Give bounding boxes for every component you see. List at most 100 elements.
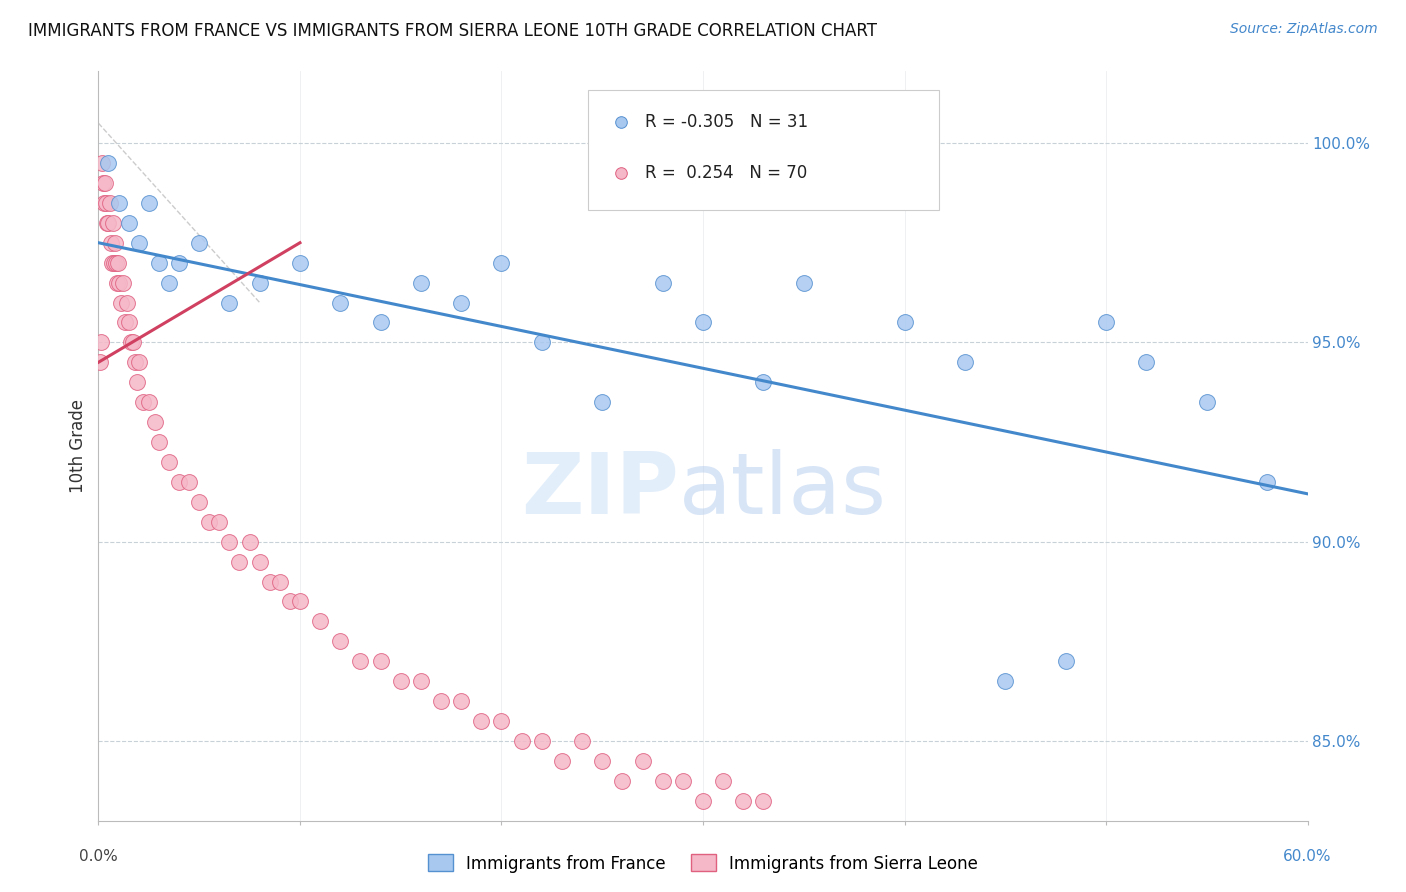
Point (239, 534, 262, 549)
Text: R = -0.305   N = 31: R = -0.305 N = 31 (645, 113, 808, 131)
Point (157, 455, 180, 469)
Point (94, 176, 117, 190)
Point (733, 794, 755, 808)
Point (101, 216, 124, 230)
Point (994, 674, 1017, 689)
Point (100, 235, 122, 250)
Point (692, 794, 714, 808)
Point (98, 195, 121, 210)
Point (138, 195, 160, 210)
Point (138, 395, 160, 409)
Point (103, 255, 125, 269)
Point (893, 315, 915, 329)
Point (107, 255, 129, 269)
Point (208, 515, 231, 529)
Point (97, 156, 120, 170)
Text: Source: ZipAtlas.com: Source: ZipAtlas.com (1230, 22, 1378, 37)
Point (329, 295, 352, 310)
Point (530, 734, 553, 748)
Point (530, 335, 553, 350)
Point (188, 495, 211, 509)
Text: 60.0%: 60.0% (1284, 848, 1331, 863)
Point (107, 276, 129, 290)
Point (491, 255, 513, 269)
Point (1195, 395, 1218, 409)
Text: atlas: atlas (679, 450, 887, 533)
Point (198, 515, 221, 529)
Point (124, 355, 146, 369)
Point (389, 674, 412, 689)
Point (91, 156, 114, 170)
Legend: Immigrants from France, Immigrants from Sierra Leone: Immigrants from France, Immigrants from … (422, 847, 984, 880)
Point (409, 276, 432, 290)
Point (218, 534, 240, 549)
Point (793, 276, 815, 290)
Point (551, 754, 574, 768)
Point (1095, 315, 1118, 329)
Point (571, 734, 593, 748)
Point (450, 694, 472, 708)
Point (120, 335, 142, 350)
Point (349, 654, 371, 668)
Point (430, 694, 453, 708)
Point (450, 295, 472, 310)
Point (188, 235, 211, 250)
Point (370, 654, 392, 668)
Point (309, 615, 332, 629)
Point (591, 754, 613, 768)
Point (1135, 355, 1157, 369)
Point (1054, 654, 1077, 668)
Point (97, 216, 120, 230)
Point (228, 555, 250, 569)
Point (259, 574, 281, 589)
Point (111, 276, 134, 290)
Point (249, 555, 271, 569)
Text: R =  0.254   N = 70: R = 0.254 N = 70 (645, 163, 807, 181)
Point (692, 315, 714, 329)
Point (612, 773, 634, 788)
Point (278, 594, 301, 608)
Point (510, 734, 533, 748)
Point (269, 574, 291, 589)
Point (288, 594, 311, 608)
Point (93, 176, 115, 190)
Y-axis label: 10th Grade: 10th Grade (69, 399, 87, 493)
Point (128, 235, 150, 250)
Text: ZIP: ZIP (522, 450, 679, 533)
Point (90, 335, 112, 350)
Point (96, 216, 118, 230)
Point (672, 773, 695, 788)
Point (179, 475, 201, 489)
Point (93, 195, 115, 210)
Point (651, 276, 673, 290)
FancyBboxPatch shape (588, 90, 939, 210)
Point (100, 255, 122, 269)
Point (89, 355, 111, 369)
Point (148, 435, 170, 450)
Point (329, 634, 352, 648)
Point (167, 255, 190, 269)
Point (491, 714, 513, 728)
Point (104, 255, 127, 269)
Point (157, 276, 180, 290)
Point (167, 475, 190, 489)
Point (107, 195, 129, 210)
Point (118, 216, 141, 230)
Point (148, 255, 170, 269)
Point (953, 355, 976, 369)
Text: 0.0%: 0.0% (79, 848, 118, 863)
Point (752, 794, 775, 808)
Point (651, 773, 673, 788)
Point (115, 295, 138, 310)
Point (249, 276, 271, 290)
Point (409, 674, 432, 689)
Point (114, 315, 136, 329)
Point (110, 295, 132, 310)
Point (370, 315, 392, 329)
Point (1256, 475, 1278, 489)
Point (591, 395, 613, 409)
Point (470, 714, 492, 728)
Point (631, 754, 654, 768)
Point (121, 335, 143, 350)
Point (128, 355, 150, 369)
